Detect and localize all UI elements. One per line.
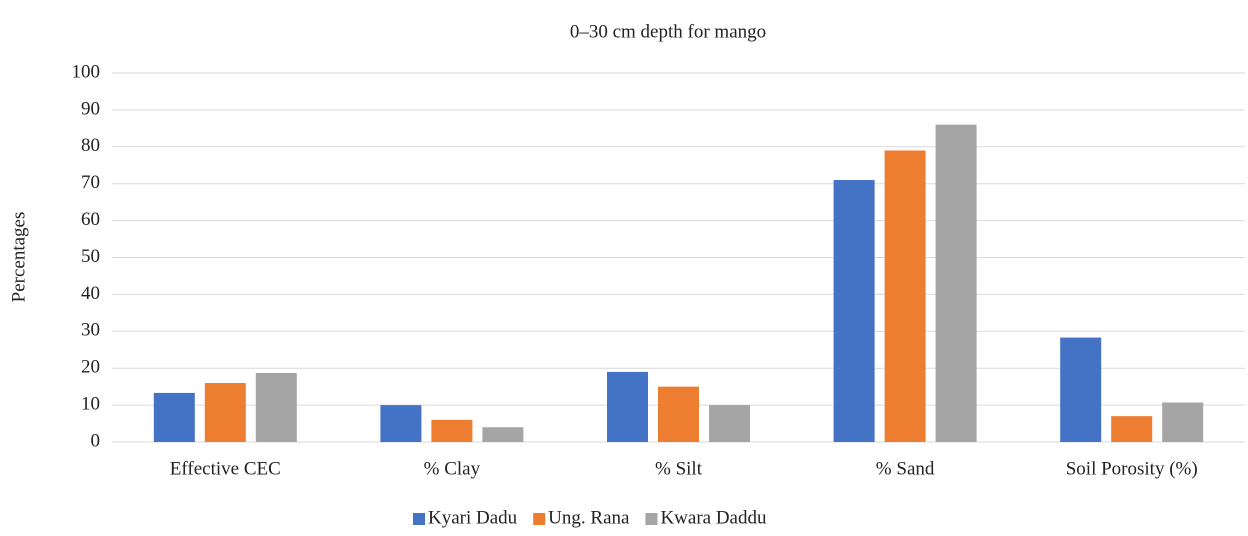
bar <box>935 124 977 442</box>
x-tick-label: % Sand <box>876 458 935 479</box>
x-tick-label: Effective CEC <box>170 458 281 479</box>
bar <box>833 180 875 442</box>
legend-swatch <box>533 513 546 525</box>
legend-swatch <box>645 513 658 525</box>
y-tick-label: 20 <box>81 357 100 378</box>
y-tick-label: 90 <box>81 98 100 119</box>
bar <box>204 382 246 442</box>
bar <box>380 405 422 442</box>
bar <box>1111 416 1153 442</box>
y-tick-label: 80 <box>81 135 100 156</box>
x-tick-label: % Silt <box>655 458 703 479</box>
y-tick-label: 40 <box>81 283 100 304</box>
y-tick-label: 0 <box>91 430 101 451</box>
bar <box>153 392 195 442</box>
x-tick-label: % Clay <box>424 458 481 479</box>
bar <box>1162 402 1204 442</box>
bar <box>255 372 297 442</box>
legend-label: Kwara Daddu <box>660 507 767 528</box>
bar <box>709 405 750 442</box>
y-tick-label: 70 <box>81 172 100 193</box>
bar <box>607 371 648 442</box>
bar <box>884 150 926 443</box>
y-tick-label: 50 <box>81 246 100 267</box>
y-tick-label: 10 <box>81 393 100 414</box>
y-tick-label: 60 <box>81 209 100 230</box>
x-tick-label: Soil Porosity (%) <box>1066 458 1198 479</box>
bar <box>1060 337 1102 442</box>
y-tick-label: 30 <box>81 320 100 341</box>
legend-swatch <box>413 513 425 525</box>
legend-label: Kyari Dadu <box>428 507 518 528</box>
bar <box>482 427 524 442</box>
y-tick-label: 100 <box>72 61 101 82</box>
bar <box>431 419 473 442</box>
bar <box>658 386 699 442</box>
legend-label: Ung. Rana <box>548 507 630 528</box>
chart-title: 0–30 cm depth for mango <box>570 21 766 42</box>
y-axis-label: Percentages <box>8 212 29 303</box>
